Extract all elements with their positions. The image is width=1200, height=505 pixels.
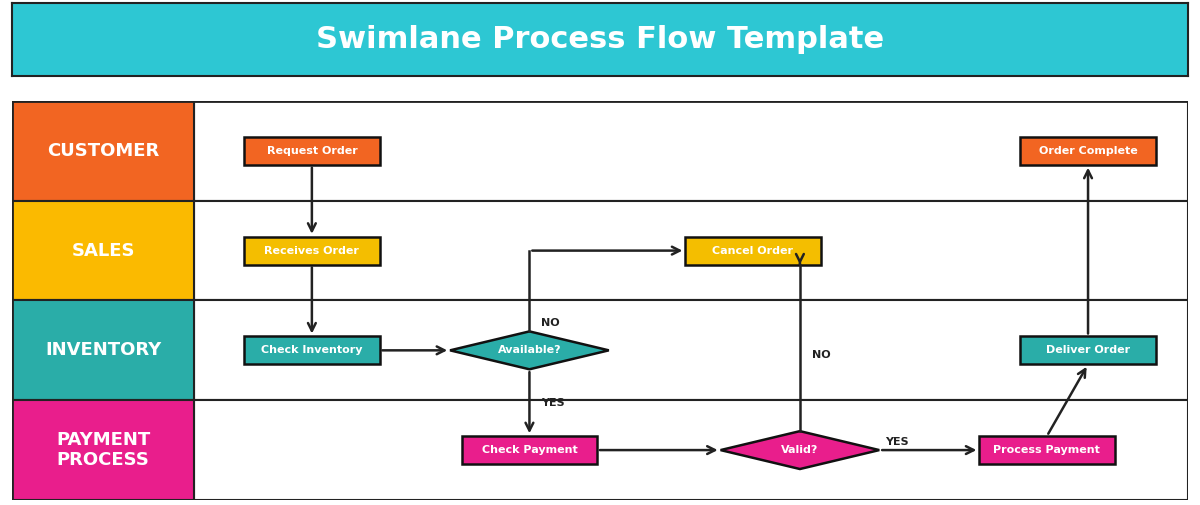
- Text: NO: NO: [541, 319, 560, 328]
- Text: Cancel Order: Cancel Order: [713, 245, 793, 256]
- Text: YES: YES: [886, 437, 908, 447]
- Bar: [12, 101, 194, 200]
- Text: CUSTOMER: CUSTOMER: [47, 142, 160, 160]
- Bar: [1020, 137, 1156, 165]
- Bar: [194, 300, 1188, 400]
- Bar: [12, 200, 194, 300]
- Text: Available?: Available?: [498, 345, 562, 356]
- Bar: [12, 300, 194, 400]
- Text: NO: NO: [811, 350, 830, 361]
- Text: Deliver Order: Deliver Order: [1046, 345, 1130, 356]
- Bar: [685, 237, 821, 265]
- Text: Process Payment: Process Payment: [994, 445, 1100, 455]
- Bar: [12, 400, 194, 500]
- Bar: [245, 137, 379, 165]
- Text: Request Order: Request Order: [266, 146, 358, 156]
- Text: PAYMENT
PROCESS: PAYMENT PROCESS: [56, 431, 150, 470]
- Bar: [1020, 336, 1156, 364]
- Bar: [245, 336, 379, 364]
- Text: Swimlane Process Flow Template: Swimlane Process Flow Template: [316, 25, 884, 54]
- Text: Order Complete: Order Complete: [1039, 146, 1138, 156]
- Text: Valid?: Valid?: [781, 445, 818, 455]
- Bar: [462, 436, 598, 464]
- Polygon shape: [450, 331, 608, 369]
- Text: Check Inventory: Check Inventory: [262, 345, 362, 356]
- Text: INVENTORY: INVENTORY: [46, 341, 161, 360]
- Bar: [979, 436, 1115, 464]
- Text: YES: YES: [541, 398, 565, 408]
- Text: Check Payment: Check Payment: [481, 445, 577, 455]
- Text: Receives Order: Receives Order: [264, 245, 359, 256]
- Bar: [194, 200, 1188, 300]
- Bar: [245, 237, 379, 265]
- Bar: [194, 400, 1188, 500]
- Bar: [194, 101, 1188, 200]
- Text: SALES: SALES: [71, 241, 134, 260]
- Polygon shape: [720, 431, 880, 469]
